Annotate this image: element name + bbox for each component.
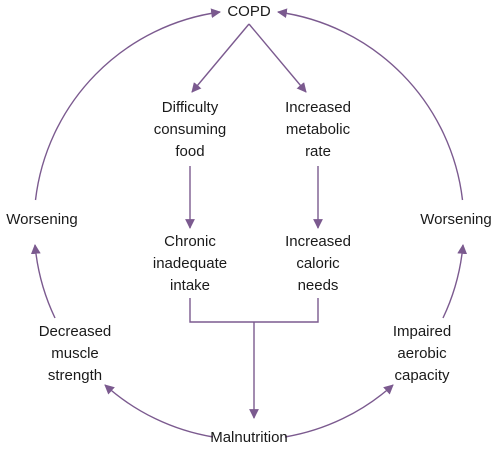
arc-arrow xyxy=(284,384,394,438)
node-label: strength xyxy=(48,367,102,384)
node-label: capacity xyxy=(394,367,450,384)
node-label: Malnutrition xyxy=(210,429,288,446)
node-label: metabolic xyxy=(286,121,351,138)
node-label: aerobic xyxy=(397,345,447,362)
bracket xyxy=(189,298,319,323)
arc-arrow xyxy=(34,8,221,201)
node-label: caloric xyxy=(296,255,340,272)
arc-arrow xyxy=(30,244,56,319)
node-label: food xyxy=(175,143,204,160)
node-label: muscle xyxy=(51,345,99,362)
arc-arrow xyxy=(277,8,464,201)
connectors xyxy=(30,8,468,438)
arrow xyxy=(248,23,307,93)
node-label: Decreased xyxy=(39,323,112,340)
node-label: inadequate xyxy=(153,255,227,272)
arc-arrow xyxy=(442,244,468,319)
arc-arrow xyxy=(104,384,214,438)
node-label: Difficulty xyxy=(162,99,219,116)
node-label: COPD xyxy=(227,3,271,20)
node-label: consuming xyxy=(154,121,227,138)
node-label: Worsening xyxy=(6,211,77,228)
node-label: Impaired xyxy=(393,323,451,340)
node-label: intake xyxy=(170,277,210,294)
node-label: Increased xyxy=(285,99,351,116)
node-label: Chronic xyxy=(164,233,216,250)
node-label: rate xyxy=(305,143,331,160)
node-label: Worsening xyxy=(420,211,491,228)
node-label: needs xyxy=(298,277,339,294)
arrow xyxy=(191,23,250,93)
node-label: Increased xyxy=(285,233,351,250)
